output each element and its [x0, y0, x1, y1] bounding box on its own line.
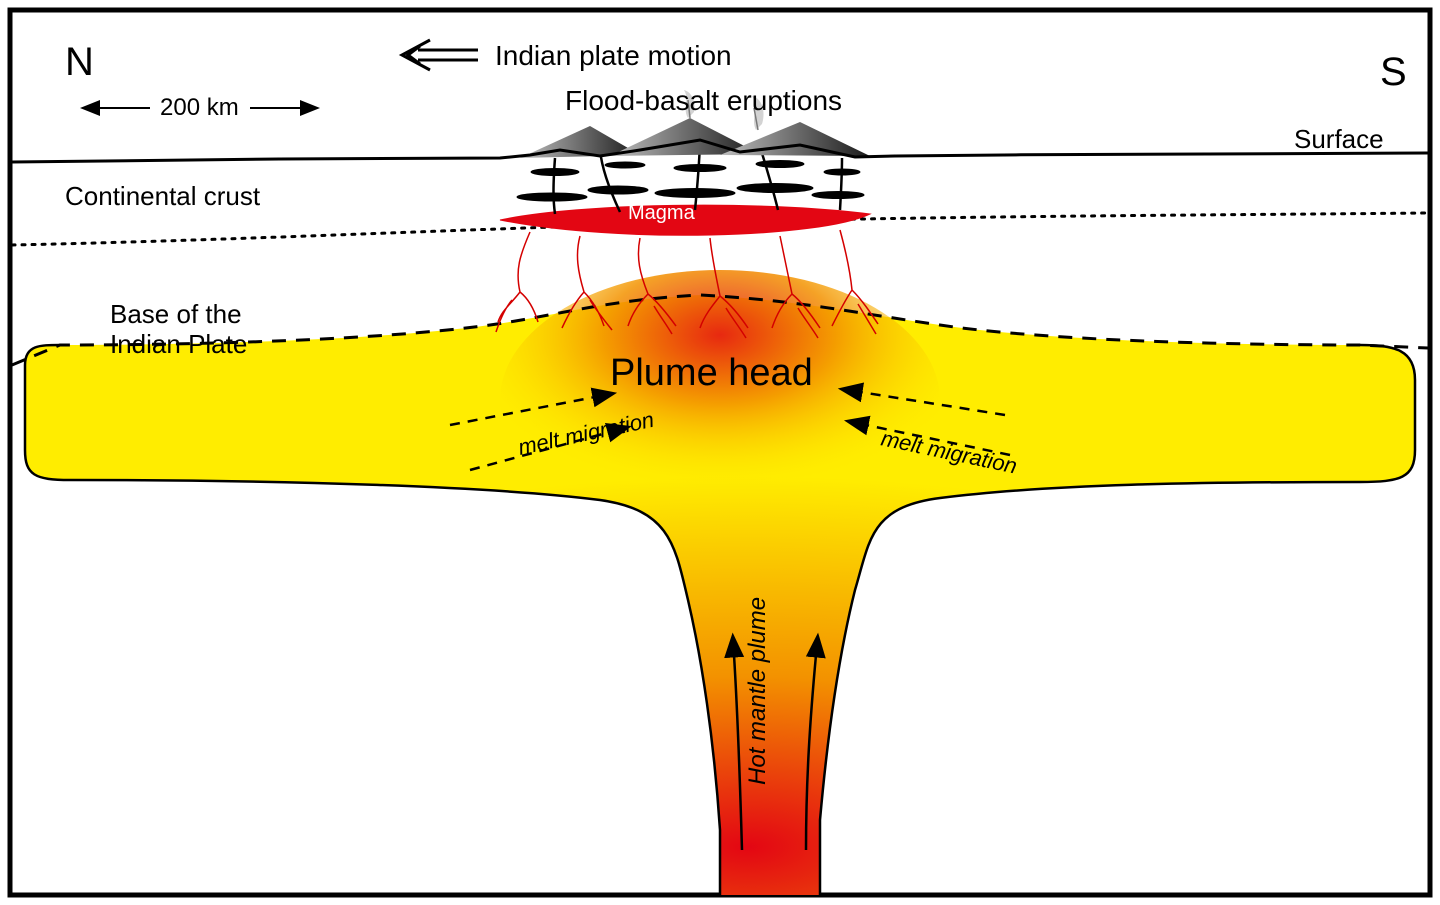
plate-base-label-1: Base of the [110, 299, 242, 329]
surface-label: Surface [1294, 124, 1384, 154]
plate-base-label-2: Indian Plate [110, 329, 247, 359]
crust-label: Continental crust [65, 181, 261, 211]
plate-motion-arrow [402, 40, 478, 70]
diagram-svg: N S Indian plate motion 200 km Flood-bas… [0, 0, 1440, 905]
plate-motion-label: Indian plate motion [495, 40, 732, 71]
magma-label: Magma [628, 202, 696, 224]
north-label: N [65, 40, 94, 84]
plume-head-label: Plume head [610, 352, 813, 394]
diagram-frame: N S Indian plate motion 200 km Flood-bas… [0, 0, 1440, 905]
south-label: S [1380, 50, 1407, 94]
flood-basalt-label: Flood-basalt eruptions [565, 85, 842, 116]
hot-mantle-plume-label: Hot mantle plume [744, 597, 771, 785]
scale-label: 200 km [160, 94, 239, 121]
plume-head-glow [500, 270, 940, 530]
